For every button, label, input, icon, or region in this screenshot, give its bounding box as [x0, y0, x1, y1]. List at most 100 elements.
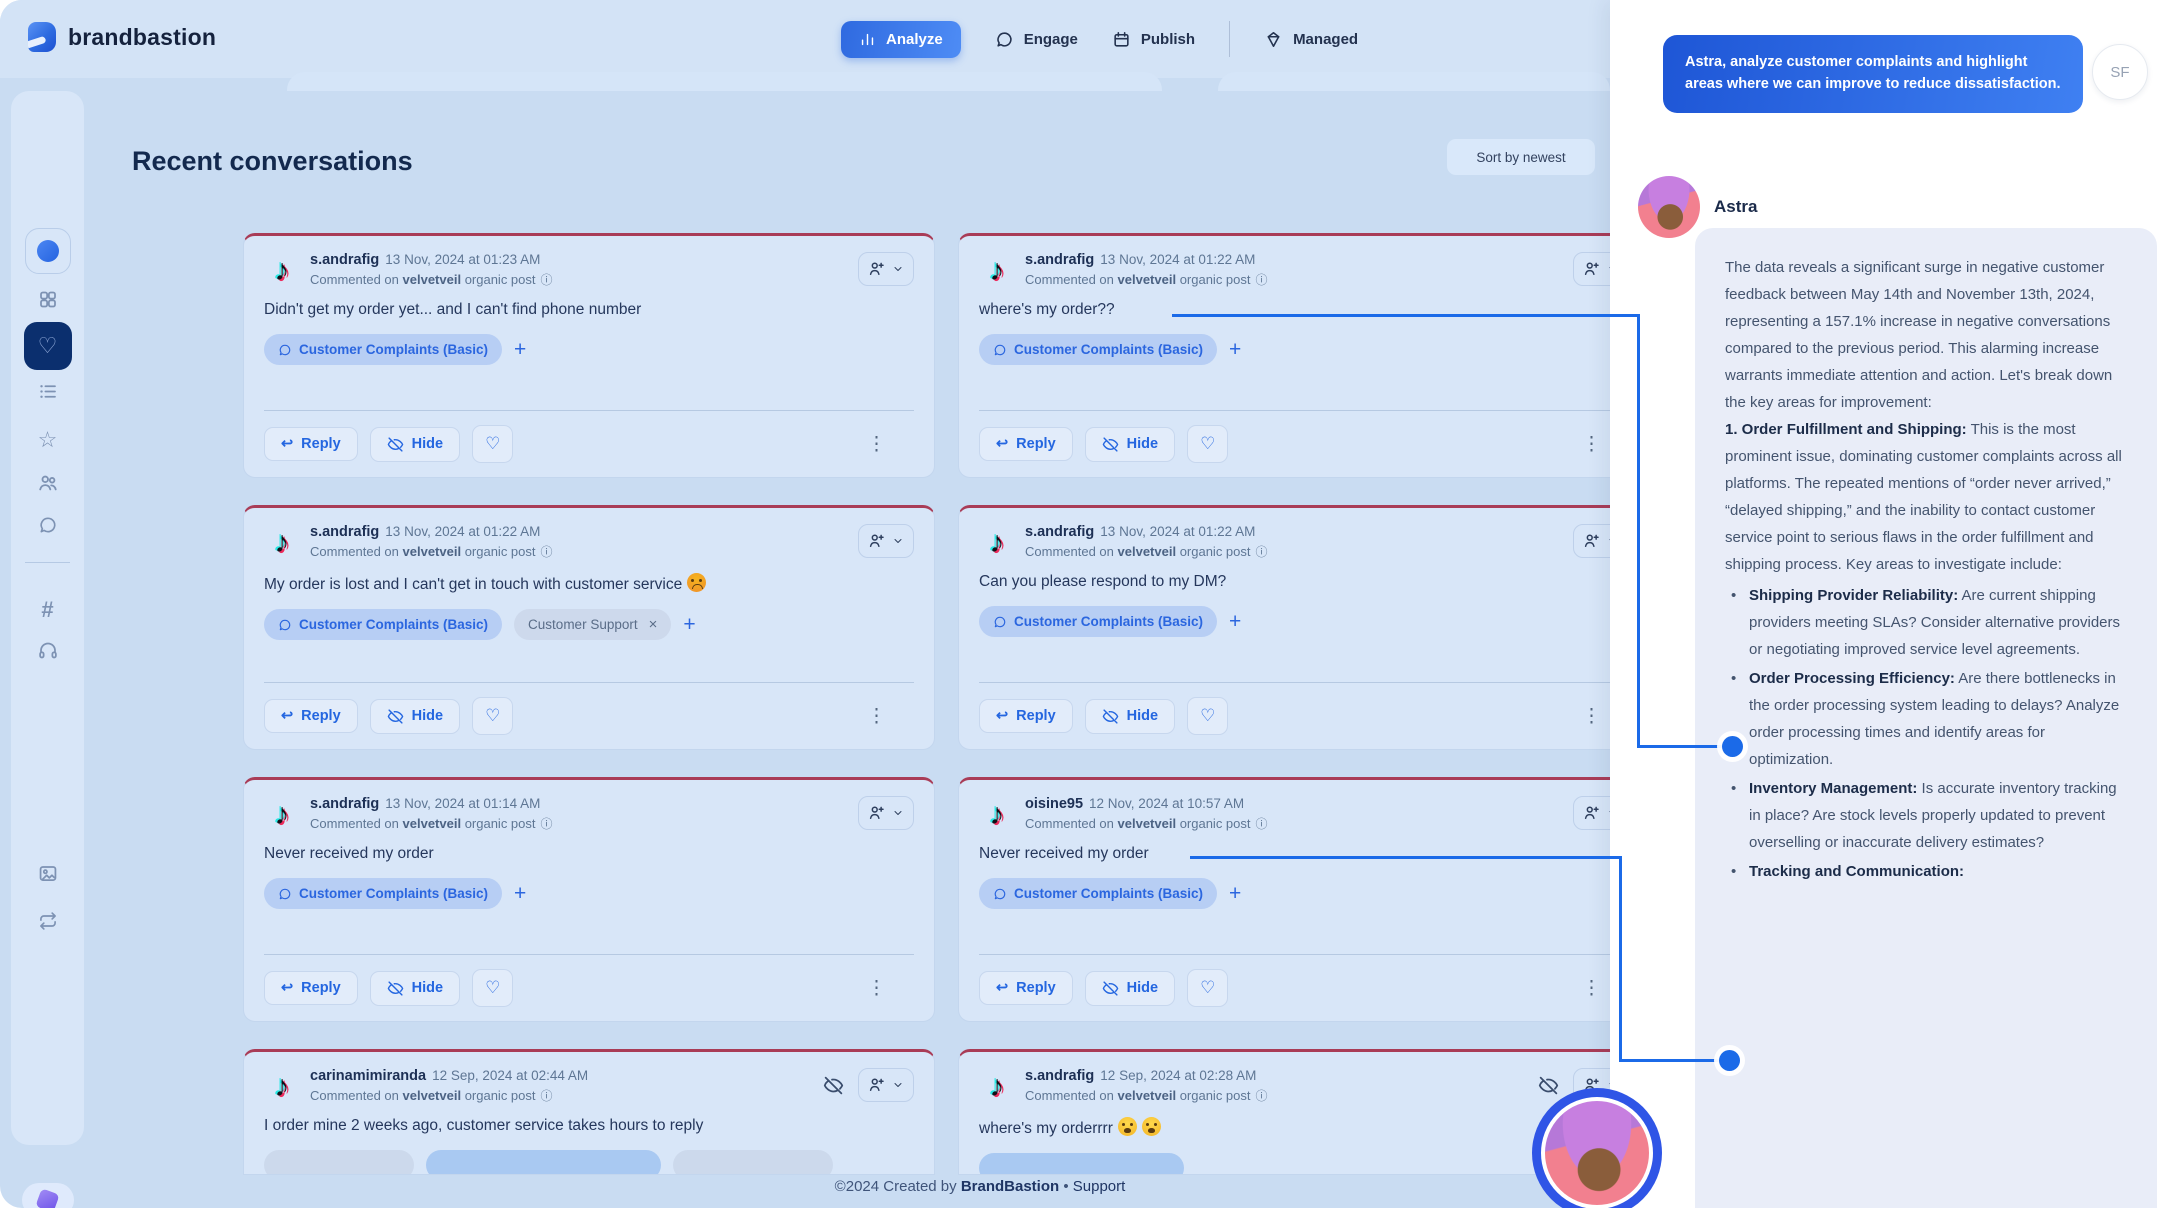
like-button[interactable]: ♡: [472, 697, 514, 735]
reply-icon: ↩: [281, 708, 294, 724]
reply-button[interactable]: ↩ Reply: [264, 427, 358, 461]
response-section: 1. Order Fulfillment and Shipping: This …: [1725, 421, 2122, 573]
sort-dropdown[interactable]: Sort by newest: [1447, 139, 1595, 175]
hashtag-icon[interactable]: #: [41, 597, 54, 622]
info-icon[interactable]: ⓘ: [540, 817, 553, 831]
assistant-floating-avatar[interactable]: [1532, 1088, 1662, 1208]
info-icon[interactable]: ⓘ: [540, 273, 553, 287]
tag-pill[interactable]: Customer Complaints (Basic): [264, 878, 503, 909]
assign-user-button[interactable]: [858, 524, 914, 558]
more-options-button[interactable]: ⋮: [1582, 433, 1601, 455]
hide-button[interactable]: Hide: [1084, 426, 1176, 462]
card-username[interactable]: s.andrafig: [1025, 1068, 1095, 1084]
user-avatar: SF: [2092, 44, 2148, 100]
card-username[interactable]: s.andrafig: [310, 796, 380, 812]
remove-tag-icon[interactable]: ×: [648, 616, 658, 633]
info-icon[interactable]: ⓘ: [1255, 1089, 1268, 1103]
reply-button[interactable]: ↩ Reply: [264, 971, 358, 1005]
card-username[interactable]: oisine95: [1025, 796, 1084, 812]
info-icon[interactable]: ⓘ: [540, 1089, 553, 1103]
response-bullets: Shipping Provider Reliability: Are curre…: [1725, 582, 2127, 885]
tag-pill[interactable]: Customer Complaints (Basic): [264, 334, 503, 365]
card-username[interactable]: carinamimiranda: [310, 1068, 427, 1084]
add-tag-button[interactable]: +: [514, 881, 527, 905]
list-icon[interactable]: [37, 381, 58, 402]
info-icon[interactable]: ⓘ: [1255, 817, 1268, 831]
info-icon[interactable]: ⓘ: [1255, 545, 1268, 559]
hide-button[interactable]: Hide: [369, 426, 461, 462]
image-icon[interactable]: [37, 863, 58, 884]
hide-button[interactable]: Hide: [369, 698, 461, 734]
card-timestamp: 13 Nov, 2024 at 01:22 AM: [1100, 524, 1256, 539]
tiktok-icon: ♪: [989, 526, 1005, 559]
card-tags: [264, 1150, 914, 1174]
add-tag-button[interactable]: +: [1229, 881, 1242, 905]
like-button[interactable]: ♡: [472, 425, 514, 463]
star-icon[interactable]: ☆: [37, 427, 58, 452]
connector-line: [1619, 856, 1622, 1062]
add-tag-button[interactable]: +: [1229, 337, 1242, 361]
tag-pill[interactable]: Customer Complaints (Basic): [979, 334, 1218, 365]
bullet-item: Order Processing Efficiency: Are there b…: [1725, 665, 2127, 773]
more-options-button[interactable]: ⋮: [1582, 705, 1601, 727]
tag-pill[interactable]: Customer Complaints (Basic): [979, 606, 1218, 637]
repeat-icon[interactable]: [38, 911, 58, 931]
tag-pill[interactable]: Customer Complaints (Basic): [979, 878, 1218, 909]
add-tag-button[interactable]: +: [514, 337, 527, 361]
app-badge-icon[interactable]: [21, 1183, 74, 1208]
tab-managed[interactable]: Managed: [1264, 30, 1358, 49]
add-tag-button[interactable]: +: [1229, 609, 1242, 633]
info-icon[interactable]: ⓘ: [540, 545, 553, 559]
workspace-dot-icon[interactable]: [24, 228, 71, 274]
workspace: brandbastion Analyze Engage Publish: [0, 0, 1700, 1208]
assign-user-button[interactable]: [858, 1068, 914, 1102]
conversation-card: ♪ s.andrafig 13 Nov, 2024 at 01:14 AM Com…: [243, 777, 935, 1022]
hide-button[interactable]: Hide: [369, 970, 461, 1006]
people-icon[interactable]: [37, 472, 59, 494]
support-link[interactable]: Support: [1072, 1178, 1126, 1195]
background-card-edge: [1218, 72, 1610, 91]
assign-user-button[interactable]: [858, 796, 914, 830]
assign-user-button[interactable]: [858, 252, 914, 286]
tag-chat-icon: [994, 616, 1006, 627]
chat-icon[interactable]: [38, 515, 58, 535]
user-chat-bubble: Astra, analyze customer complaints and h…: [1663, 35, 2083, 113]
card-context: Commented on velvetveil organic post ⓘ: [310, 816, 553, 831]
more-options-button[interactable]: ⋮: [867, 977, 886, 999]
page-title: Recent conversations: [132, 146, 413, 176]
reply-icon: ↩: [281, 980, 294, 996]
card-username[interactable]: s.andrafig: [1025, 524, 1095, 540]
reply-icon: ↩: [281, 436, 294, 452]
card-header: ♪ s.andrafig 13 Nov, 2024 at 01:22 AM Com…: [979, 524, 1629, 560]
hide-button[interactable]: Hide: [1084, 970, 1176, 1006]
card-username[interactable]: s.andrafig: [310, 252, 380, 268]
reply-button[interactable]: ↩ Reply: [979, 971, 1073, 1005]
tab-engage[interactable]: Engage: [995, 30, 1078, 49]
tag-chat-icon: [279, 344, 291, 355]
add-tag-button[interactable]: +: [683, 612, 696, 636]
more-options-button[interactable]: ⋮: [1582, 977, 1601, 999]
reply-button[interactable]: ↩ Reply: [264, 699, 358, 733]
more-options-button[interactable]: ⋮: [867, 433, 886, 455]
like-button[interactable]: ♡: [1187, 697, 1229, 735]
like-button[interactable]: ♡: [1187, 969, 1229, 1007]
info-icon[interactable]: ⓘ: [1255, 273, 1268, 287]
card-header: ♪ s.andrafig 13 Nov, 2024 at 01:23 AM Com…: [264, 252, 914, 288]
headphones-icon[interactable]: [37, 640, 58, 661]
hide-button[interactable]: Hide: [1084, 698, 1176, 734]
tab-analyze[interactable]: Analyze: [841, 20, 961, 58]
tag-pill-removable[interactable]: Customer Support ×: [514, 609, 672, 640]
tag-pill[interactable]: Customer Complaints (Basic): [264, 609, 503, 640]
reply-button[interactable]: ↩ Reply: [979, 427, 1073, 461]
like-button[interactable]: ♡: [472, 969, 514, 1007]
tab-publish[interactable]: Publish: [1112, 30, 1195, 49]
heart-icon[interactable]: ♡: [23, 322, 72, 370]
clipped-tag-pill: [264, 1150, 414, 1174]
like-button[interactable]: ♡: [1187, 425, 1229, 463]
brand-logo[interactable]: brandbastion: [28, 22, 216, 52]
card-username[interactable]: s.andrafig: [310, 524, 380, 540]
reply-button[interactable]: ↩ Reply: [979, 699, 1073, 733]
grid-icon[interactable]: [37, 289, 58, 310]
more-options-button[interactable]: ⋮: [867, 705, 886, 727]
card-username[interactable]: s.andrafig: [1025, 252, 1095, 268]
